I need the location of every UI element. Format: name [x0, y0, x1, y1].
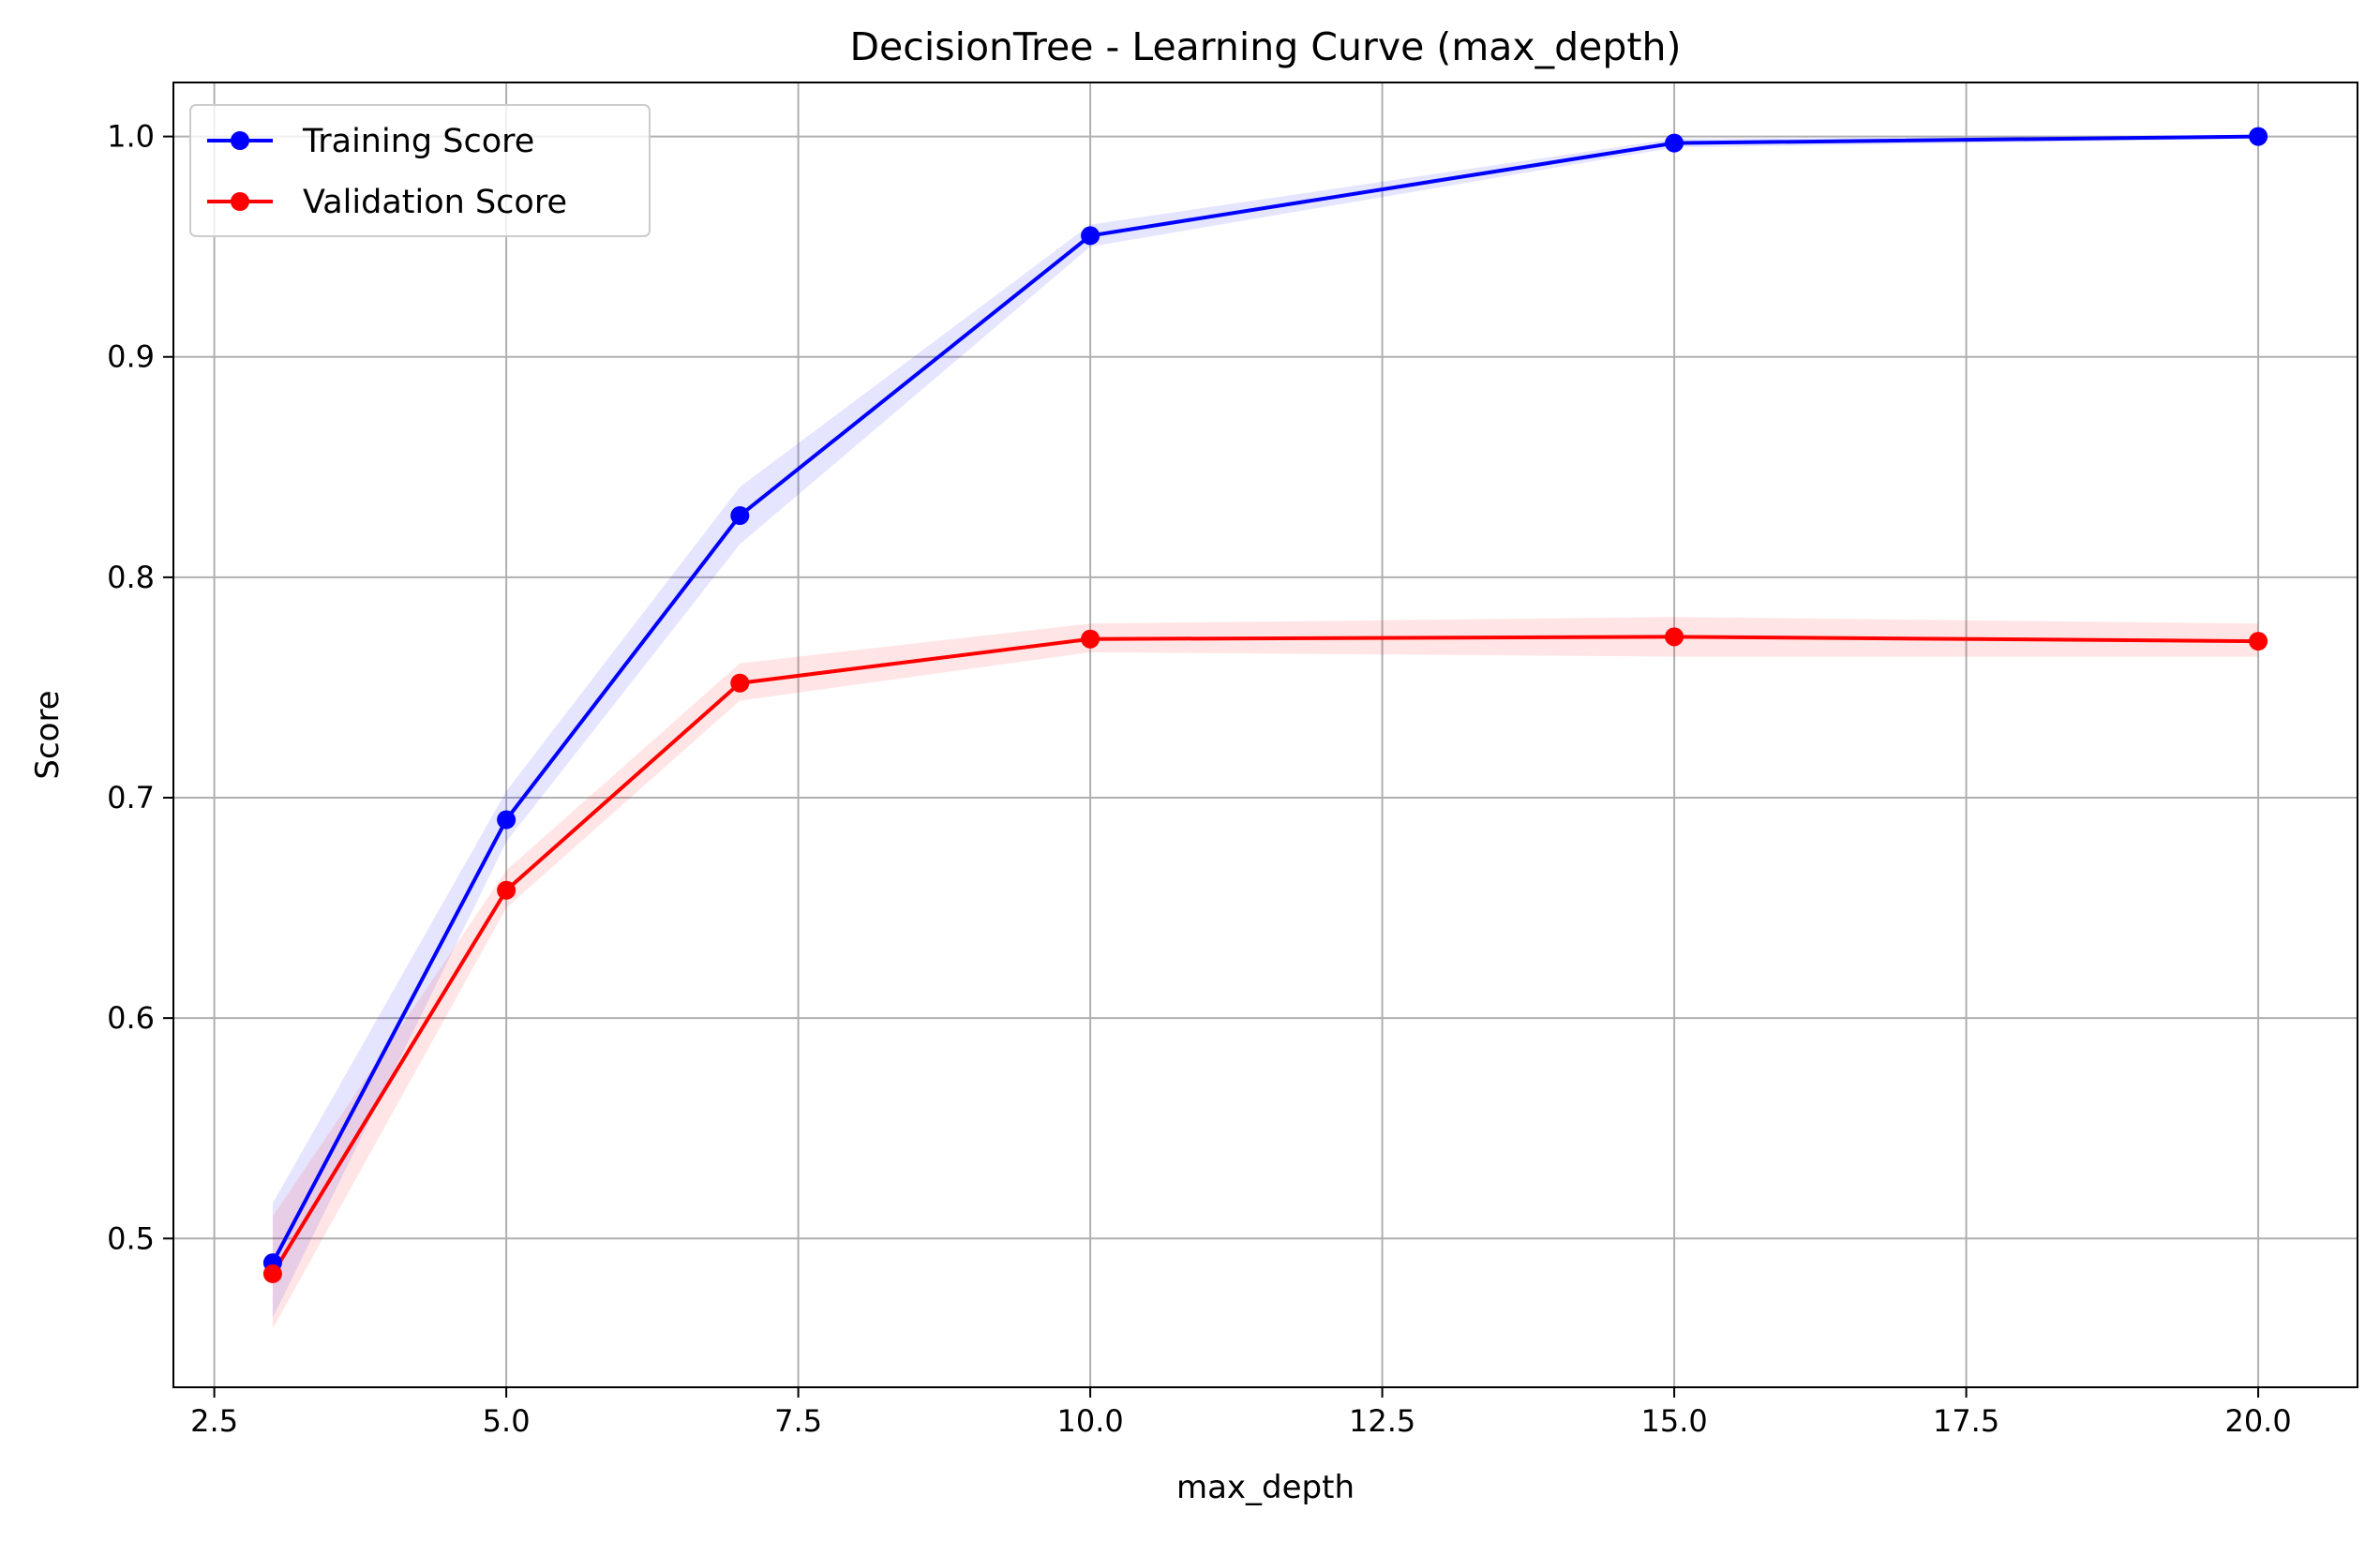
y-tick-label: 0.8	[107, 560, 155, 595]
validation-score-point	[262, 1264, 282, 1283]
validation-score-point	[2249, 632, 2268, 651]
plot-frame	[172, 82, 2358, 1388]
y-axis-ticks: 0.5 0.6 0.7 0.8 0.9 1.0	[107, 119, 173, 1256]
legend-training-score-label: Training Score	[302, 123, 534, 160]
x-axis-ticks: 2.5 5.0 7.5 10.0 12.5 15.0 17.5 20.0	[190, 1387, 2292, 1439]
x-tick-label: 15.0	[1640, 1403, 1707, 1439]
validation-score-point	[1665, 627, 1684, 647]
validation-score-point	[730, 673, 750, 693]
x-tick-label: 5.0	[483, 1403, 531, 1439]
legend: Training Score Validation Score	[189, 104, 651, 237]
y-axis-label: Score	[29, 690, 67, 779]
y-tick-label: 0.6	[107, 1000, 155, 1036]
x-tick-label: 2.5	[190, 1403, 238, 1439]
training-score-line	[271, 134, 2259, 1264]
chart-title: DecisionTree - Learning Curve (max_depth…	[849, 24, 1681, 69]
legend-validation-score-marker	[231, 192, 249, 211]
series-markers	[262, 127, 2268, 1283]
x-tick-label: 12.5	[1349, 1403, 1415, 1439]
x-tick-label: 17.5	[1933, 1403, 1999, 1439]
x-tick-label: 10.0	[1056, 1403, 1123, 1439]
y-tick-label: 0.5	[107, 1220, 155, 1256]
series-lines	[271, 134, 2259, 1275]
y-tick-label: 0.7	[107, 780, 155, 815]
x-axis-label: max_depth	[1176, 1469, 1355, 1506]
training-score-point	[730, 506, 750, 526]
validation-score-point	[497, 880, 516, 900]
y-tick-label: 0.9	[107, 339, 155, 375]
y-tick-label: 1.0	[107, 119, 155, 155]
x-tick-label: 20.0	[2224, 1403, 2291, 1439]
training-score-point	[1081, 226, 1100, 246]
training-score-point	[497, 810, 516, 830]
legend-box	[189, 104, 651, 237]
x-tick-label: 7.5	[774, 1403, 822, 1439]
validation-score-point	[1081, 629, 1100, 649]
legend-validation-score-label: Validation Score	[303, 184, 567, 221]
legend-training-score-marker	[231, 131, 249, 150]
grid-lines	[173, 82, 2358, 1387]
training-score-point	[2249, 127, 2268, 146]
validation-score-line	[271, 635, 2259, 1275]
training-score-point	[1665, 133, 1684, 153]
